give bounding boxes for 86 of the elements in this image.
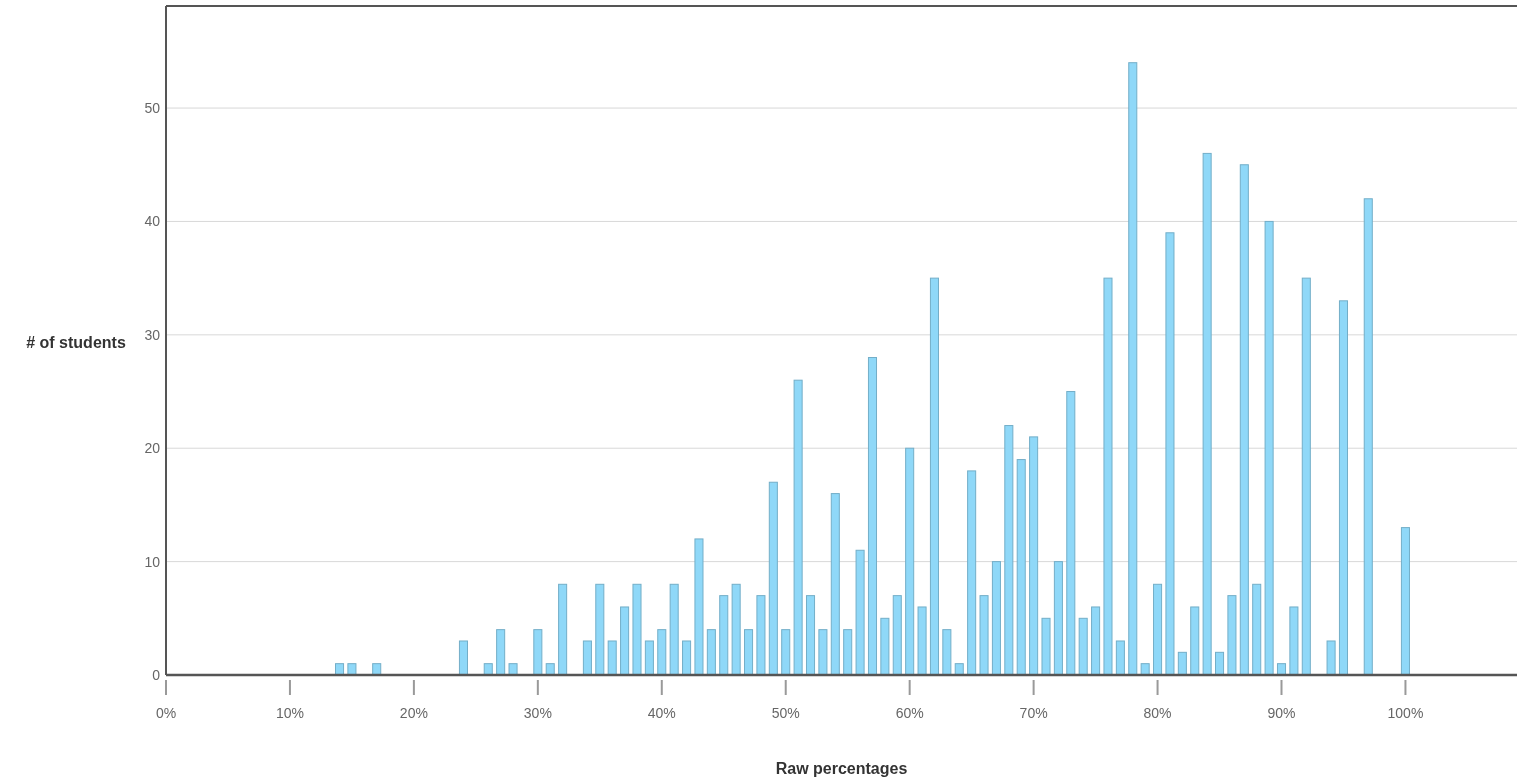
bar	[905, 447, 915, 676]
bar	[657, 629, 667, 676]
bar	[682, 640, 692, 676]
x-tick-label: 100%	[1387, 705, 1424, 721]
bar	[1215, 651, 1225, 676]
bar	[607, 640, 617, 676]
bar	[818, 629, 828, 676]
bar	[979, 595, 989, 676]
x-tick-label: 50%	[771, 705, 800, 721]
bar	[1202, 152, 1212, 676]
bar	[1053, 561, 1063, 676]
bar	[1004, 425, 1014, 676]
bar	[917, 606, 927, 676]
bar	[1227, 595, 1237, 676]
bar	[1289, 606, 1299, 676]
bar	[1177, 651, 1187, 676]
x-tick-label: 90%	[1267, 705, 1296, 721]
bar	[867, 357, 878, 676]
bar	[669, 583, 679, 676]
bar	[1066, 391, 1076, 676]
bar	[1115, 640, 1125, 676]
bar	[1153, 583, 1163, 676]
x-tick-label: 60%	[895, 705, 924, 721]
bar	[458, 640, 468, 676]
bar	[1301, 277, 1311, 676]
bar	[496, 629, 506, 676]
x-tick-label: 20%	[399, 705, 428, 721]
bar	[1140, 663, 1150, 676]
bar	[756, 595, 766, 676]
bar	[1078, 617, 1088, 676]
bar	[1190, 606, 1200, 676]
bar	[768, 481, 778, 676]
bar	[1252, 583, 1262, 676]
bar	[744, 629, 754, 676]
bar	[1239, 164, 1249, 676]
y-tick-label: 20	[144, 440, 161, 457]
bar	[1016, 459, 1026, 676]
bar	[830, 493, 840, 676]
bar	[1326, 640, 1336, 676]
bar	[781, 629, 791, 676]
bar	[793, 379, 803, 676]
bar	[719, 595, 729, 676]
x-tick-label: 80%	[1143, 705, 1172, 721]
x-tick-label: 70%	[1019, 705, 1048, 721]
bar	[805, 595, 816, 676]
bar	[967, 470, 977, 676]
bar	[1041, 617, 1051, 676]
bar	[855, 549, 865, 676]
bar	[1103, 277, 1113, 676]
bar	[929, 277, 939, 676]
bar	[1091, 606, 1101, 676]
bar	[892, 595, 902, 676]
bar	[508, 663, 518, 676]
bar	[1165, 232, 1175, 676]
x-axis-title: Raw percentages	[775, 760, 908, 777]
bar	[632, 583, 642, 676]
bar	[1264, 220, 1274, 676]
y-tick-label: 40	[144, 213, 161, 230]
y-tick-label: 50	[144, 100, 161, 117]
bar	[533, 629, 543, 676]
bar	[843, 629, 853, 676]
bar	[1029, 436, 1039, 676]
bar	[942, 629, 952, 676]
bar	[582, 640, 592, 676]
bar	[1363, 198, 1373, 676]
bar	[1400, 527, 1410, 676]
y-tick-label: 30	[144, 326, 161, 343]
y-tick-label: 0	[152, 667, 161, 683]
bar	[731, 583, 741, 676]
x-tick-label: 40%	[647, 705, 676, 721]
y-axis-title: # of students	[26, 334, 126, 351]
x-tick-label: 30%	[523, 705, 552, 721]
bar	[1338, 300, 1349, 676]
y-tick-label: 10	[144, 553, 161, 570]
bar	[644, 640, 654, 676]
bar	[694, 538, 704, 676]
bar	[991, 561, 1001, 676]
x-tick-label: 10%	[275, 705, 304, 721]
bar	[347, 663, 357, 676]
bar	[620, 606, 630, 676]
bar	[1128, 62, 1138, 676]
x-tick-label: 0%	[155, 705, 177, 721]
bar	[706, 629, 716, 676]
bar	[558, 583, 568, 676]
bar	[880, 617, 890, 676]
bar	[595, 583, 605, 676]
